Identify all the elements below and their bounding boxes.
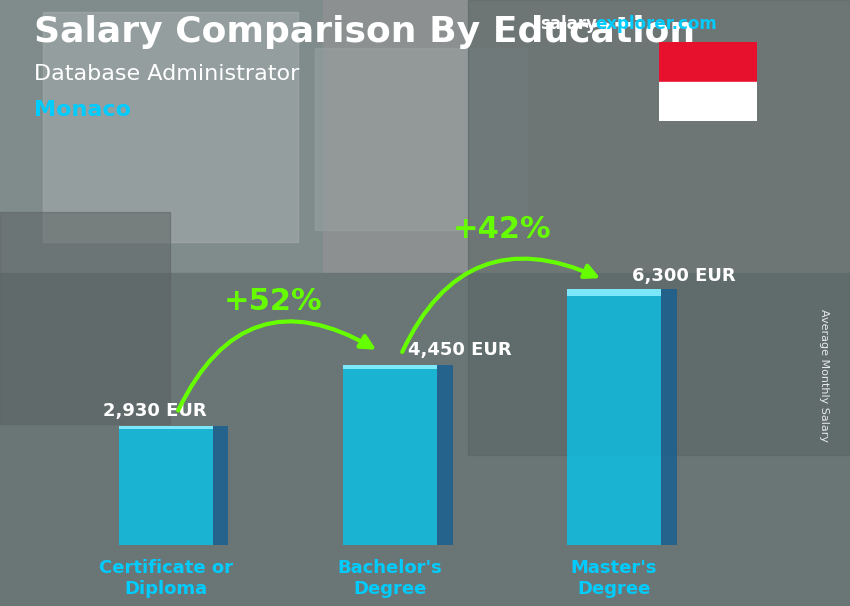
- Text: 6,300 EUR: 6,300 EUR: [632, 267, 735, 285]
- Text: Salary Comparison By Education: Salary Comparison By Education: [34, 15, 695, 49]
- Text: Monaco: Monaco: [34, 100, 131, 120]
- Bar: [567, 289, 661, 296]
- Bar: [323, 0, 850, 273]
- Bar: [567, 289, 661, 545]
- Bar: [468, 0, 850, 454]
- Bar: [42, 12, 298, 242]
- Text: 2,930 EUR: 2,930 EUR: [103, 402, 207, 421]
- Text: salary: salary: [540, 15, 597, 33]
- Bar: [343, 365, 437, 545]
- Bar: [0, 0, 323, 273]
- Bar: [659, 82, 756, 121]
- Bar: [0, 212, 170, 424]
- Text: Database Administrator: Database Administrator: [34, 64, 299, 84]
- Bar: [119, 426, 212, 429]
- Bar: [437, 365, 452, 545]
- Bar: [661, 289, 677, 545]
- Bar: [0, 273, 850, 606]
- Bar: [212, 426, 229, 545]
- Bar: [659, 42, 756, 82]
- Text: +52%: +52%: [224, 287, 323, 316]
- Text: explorer.com: explorer.com: [595, 15, 717, 33]
- Text: 4,450 EUR: 4,450 EUR: [408, 341, 512, 359]
- Bar: [343, 365, 437, 369]
- Bar: [314, 48, 527, 230]
- Text: +42%: +42%: [452, 215, 551, 244]
- Text: Average Monthly Salary: Average Monthly Salary: [819, 309, 829, 442]
- Bar: [119, 426, 212, 545]
